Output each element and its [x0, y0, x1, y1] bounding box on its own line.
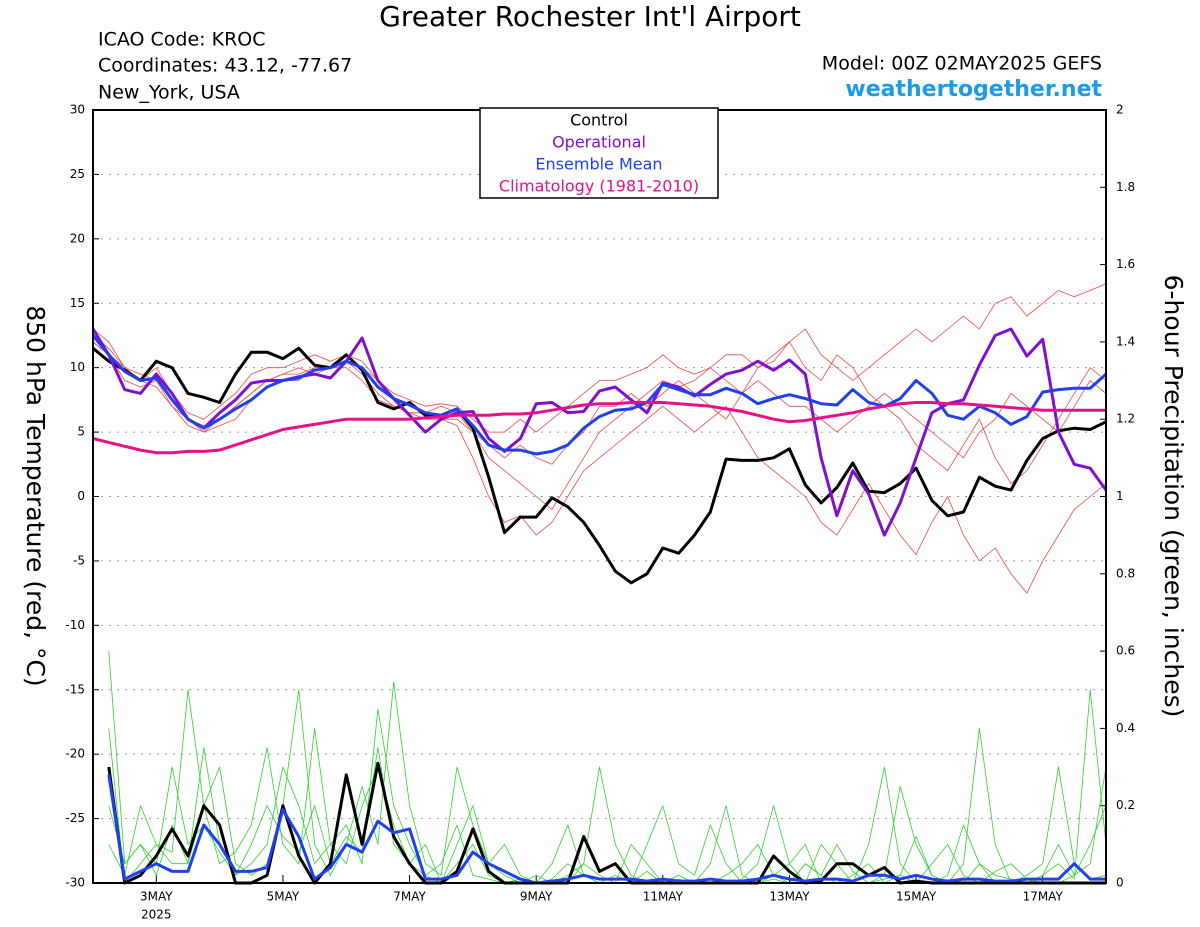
temperature-member-line — [92, 283, 1107, 433]
x-tick-label: 11MAY — [643, 890, 684, 904]
y-tick-label: 30 — [70, 103, 85, 117]
series-line — [92, 346, 1107, 585]
y2-tick-label: 0.8 — [1116, 566, 1135, 580]
x-tick-label: 15MAY — [896, 890, 937, 904]
x-tick-label: 3MAY — [140, 890, 173, 904]
year-label: 2025 — [141, 908, 172, 922]
temperature-member-line — [92, 341, 1107, 510]
coordinates: Coordinates: 43.12, -77.67 — [98, 55, 352, 77]
y2-tick-label: 2 — [1116, 103, 1124, 117]
y2-tick-label: 1.4 — [1116, 334, 1135, 348]
y-tick-label: 20 — [70, 231, 85, 245]
location: New_York, USA — [98, 82, 240, 104]
x-tick-label: 7MAY — [393, 890, 426, 904]
x-tick-label: 17MAY — [1023, 890, 1064, 904]
y2-tick-label: 1.2 — [1116, 412, 1135, 426]
legend-box — [479, 107, 719, 199]
site: weathertogether.net — [845, 77, 1102, 102]
legend-entry: Climatology (1981-2010) — [499, 177, 699, 196]
series-line — [91, 334, 1108, 456]
y2-tick-label: 0.4 — [1116, 721, 1135, 735]
precip-member-line — [108, 651, 1107, 884]
y2-tick-label: 0.2 — [1116, 798, 1135, 812]
y2-tick-label: 1.6 — [1116, 257, 1135, 271]
y2-axis-label: 6-hour Precipitation (green, inches) — [1159, 275, 1188, 718]
x-tick-label: 9MAY — [520, 890, 553, 904]
y-tick-label: 25 — [70, 167, 85, 181]
legend-entry: Operational — [552, 133, 646, 152]
series-line — [107, 761, 1106, 885]
legend-entry: Control — [570, 111, 628, 130]
y2-tick-label: 0.6 — [1116, 644, 1135, 658]
precip-member-line — [108, 747, 1107, 884]
y-tick-label: -25 — [65, 811, 85, 825]
precip-member-line — [108, 689, 1107, 884]
y-tick-label: -20 — [65, 747, 85, 761]
y-tick-label: 10 — [70, 360, 85, 374]
y-tick-label: -15 — [65, 682, 85, 696]
y-axis-label: 850 hPa Temperature (red, °C) — [21, 305, 50, 686]
precip-member-line — [108, 681, 1107, 884]
y2-tick-label: 1.8 — [1116, 180, 1135, 194]
series-line — [92, 401, 1106, 455]
temperature-member-line — [92, 328, 1107, 465]
y2-tick-label: 1 — [1116, 489, 1124, 503]
y-tick-label: 15 — [70, 296, 85, 310]
y-tick-label: -10 — [65, 618, 85, 632]
temperature-member-line — [92, 341, 1107, 594]
model: Model: 00Z 02MAY2025 GEFS — [822, 53, 1102, 75]
series-line — [107, 774, 1106, 885]
y-tick-label: -30 — [65, 876, 85, 890]
series-line — [91, 327, 1108, 537]
y-tick-label: 0 — [77, 489, 85, 503]
x-tick-label: 5MAY — [267, 890, 300, 904]
chart-title: Greater Rochester Int'l Airport — [379, 0, 801, 33]
icao: ICAO Code: KROC — [98, 29, 266, 51]
y-tick-label: 5 — [77, 425, 85, 439]
y-tick-label: -5 — [73, 553, 85, 567]
x-tick-label: 13MAY — [769, 890, 810, 904]
y2-tick-label: 0 — [1116, 876, 1124, 890]
legend-entry: Ensemble Mean — [535, 155, 662, 174]
